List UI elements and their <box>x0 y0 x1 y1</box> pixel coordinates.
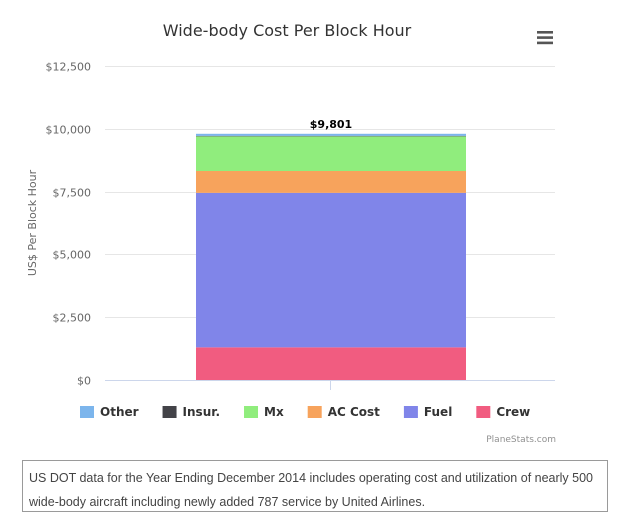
bar-segment-other[interactable] <box>196 133 466 136</box>
stacked-bar-chart: Wide-body Cost Per Block Hour US$ Per Bl… <box>26 21 556 445</box>
legend-label[interactable]: Other <box>100 405 139 419</box>
stack-total-label: $9,801 <box>310 118 352 131</box>
stacked-bar <box>196 133 466 380</box>
y-tick-label: $5,000 <box>53 249 92 262</box>
legend-swatch[interactable] <box>80 406 94 418</box>
y-tick-label: $10,000 <box>46 124 92 137</box>
chart-title: Wide-body Cost Per Block Hour <box>163 21 412 40</box>
y-tick-label: $2,500 <box>53 312 92 325</box>
legend-swatch[interactable] <box>476 406 491 418</box>
legend-swatch[interactable] <box>307 406 322 418</box>
legend-label[interactable]: Insur. <box>183 405 220 419</box>
legend-label[interactable]: Mx <box>264 405 284 419</box>
bar-segment-fuel[interactable] <box>196 192 466 348</box>
credits-link[interactable]: PlaneStats.com <box>486 435 556 445</box>
legend-item-mx[interactable]: Mx <box>244 405 284 419</box>
legend-swatch[interactable] <box>162 406 177 418</box>
caption-box: US DOT data for the Year Ending December… <box>22 460 608 512</box>
legend-label[interactable]: Fuel <box>424 405 452 419</box>
y-axis-title: US$ Per Block Hour <box>26 169 39 276</box>
chart-container: Wide-body Cost Per Block Hour US$ Per Bl… <box>26 21 556 445</box>
legend-item-insur[interactable]: Insur. <box>162 405 220 419</box>
caption-text: US DOT data for the Year Ending December… <box>29 471 594 509</box>
y-tick-label: $12,500 <box>46 61 92 74</box>
legend-label[interactable]: AC Cost <box>328 405 380 419</box>
bar-segment-ac-cost[interactable] <box>196 171 466 193</box>
export-menu-button[interactable] <box>534 28 556 48</box>
legend-swatch[interactable] <box>403 406 418 418</box>
legend-item-crew[interactable]: Crew <box>476 405 530 419</box>
y-axis-tick-labels: $0 $2,500 $5,000 $7,500 $10,000 $12,500 <box>46 61 92 388</box>
bar-segment-crew[interactable] <box>196 347 466 380</box>
legend-item-fuel[interactable]: Fuel <box>403 405 452 419</box>
y-tick-label: $0 <box>77 375 91 388</box>
legend-label[interactable]: Crew <box>496 405 530 419</box>
legend-item-other[interactable]: Other <box>80 405 139 419</box>
legend-swatch[interactable] <box>244 406 259 418</box>
legend-item-ac-cost[interactable]: AC Cost <box>307 405 380 419</box>
bar-segment-insur[interactable] <box>196 135 466 137</box>
hamburger-menu-icon[interactable] <box>537 31 553 45</box>
bar-segment-mx[interactable] <box>196 136 466 172</box>
legend: Other Insur. Mx AC Cost Fuel Crew <box>80 405 530 419</box>
y-tick-label: $7,500 <box>53 187 92 200</box>
